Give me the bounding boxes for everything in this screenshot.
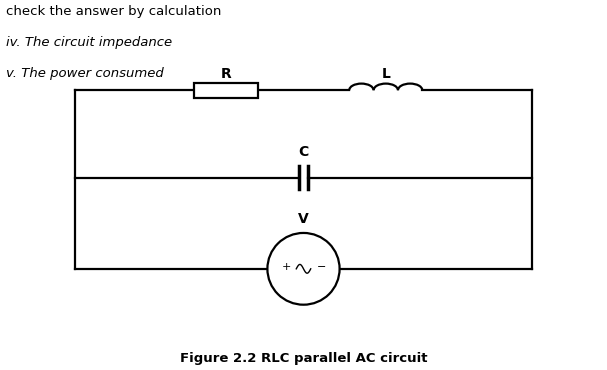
Text: iv. The circuit impedance: iv. The circuit impedance (6, 36, 172, 48)
Text: R: R (220, 67, 231, 81)
Text: +: + (282, 262, 291, 272)
Text: −: − (317, 262, 326, 272)
Bar (194, 83, 258, 98)
Text: Figure 2.2 RLC parallel AC circuit: Figure 2.2 RLC parallel AC circuit (180, 352, 427, 366)
Text: check the answer by calculation: check the answer by calculation (6, 4, 221, 18)
Text: V: V (298, 212, 309, 226)
Text: L: L (381, 67, 390, 81)
Text: v. The power consumed: v. The power consumed (6, 67, 163, 80)
Text: C: C (299, 145, 308, 159)
Ellipse shape (268, 233, 339, 305)
